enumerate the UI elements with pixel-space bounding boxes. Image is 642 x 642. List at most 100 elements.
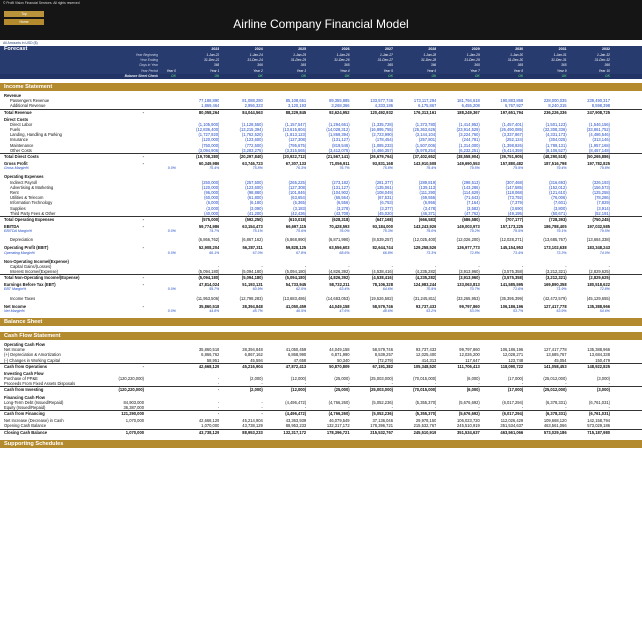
table-cell: (7,601) [553,200,567,206]
table-cell: 67.0% [252,250,263,255]
table-cell: 29,978,150 [415,418,437,424]
table-cell: 186,788,405 [543,224,567,230]
table-cell: (326,193) [592,179,610,185]
table-cell: (5,676,692) [458,399,480,405]
table-cell: (313,146) [592,137,610,143]
table-cell: (69,556) [421,195,437,201]
table-cell: 0.0% [167,287,176,292]
table-row: Direct Labor (1,105,900) (1,128,550) (1,157… [0,122,642,127]
table-cell: 42,668,129 [198,418,220,424]
top-button[interactable]: Top [4,11,44,17]
table-cell: (3,575,358) [502,275,524,281]
row-label: Other Costs [10,147,32,153]
row-label: Total Revenue [4,109,32,115]
opening-cell: - [142,154,144,160]
opening-cell: - [142,363,144,369]
table-cell: (17,000) [507,376,524,382]
table-cell: (1,398,826) [502,142,524,148]
table-cell: - [391,404,393,410]
header-cell: 365 [517,63,524,68]
header-cell: 1-Jan-32 [596,53,610,57]
home-button[interactable]: Home [4,19,44,25]
table-cell: 53.0% [469,308,480,313]
table-cell: - [478,404,480,410]
header-cell: OK [301,73,307,78]
copyright-text: © Profit Vision Financial Services. All … [3,1,80,5]
table-row: Landing, Handling & Parking (1,727,920) (1… [0,132,642,137]
table-row: Other Costs (3,094,906) (3,283,275) (3,315,… [0,148,642,153]
opening-cell: 1,070,000 [125,418,144,424]
table-cell: (1,314,000) [458,142,480,148]
table-cell: 247,908,725 [587,109,610,115]
row-label: Cash from Investing [4,387,44,393]
table-cell: 111,706,413 [457,363,480,369]
top-header: © Profit Vision Financial Services. All … [0,0,642,40]
table-cell: 79.5% [599,229,610,234]
table-cell: 129,258,526 [413,245,437,251]
table-cell: (5,676,692) [458,411,480,417]
header-cell: 1-Jan-27 [379,53,393,57]
row-label: Non-Operating Income/(Expense) [4,258,69,264]
table-cell: - [261,404,263,410]
year-header: 2023 [211,47,220,51]
table-cell: 48.6% [382,308,393,313]
table-row: Total Operating Expenses - (575,000) (592,2… [0,215,642,222]
table-cell: 149,690,553 [457,161,480,167]
table-row: Cash from Financing 121,290,000 - - (4,496,4… [0,410,642,417]
table-cell: (3,183) [293,205,307,211]
table-cell: (152,012) [549,184,567,190]
row-label: Interest Income/(Expense) [10,269,59,275]
table-cell: 6,871,990 [331,352,350,358]
table-cell: 93,831,168 [372,161,394,167]
row-label: Net Increase (Decrease) in Cash [4,418,64,424]
year-header: 2028 [428,47,437,51]
header-cell: 31-Dec-26 [334,58,350,63]
table-cell: 715,187,980 [587,429,610,435]
row-label: EBT Margin% [4,287,27,292]
table-cell: (1,128,550) [241,121,263,127]
table-cell: - [521,404,524,410]
table-cell: (3,212,321) [545,275,567,281]
table-cell: (125,258) [592,189,610,195]
table-cell: 54.6% [599,308,610,313]
table-cell: (7,379) [510,200,524,206]
year-header: 2027 [385,47,393,51]
table-cell: 93,737,433 [415,303,437,309]
table-cell: 6,866,762 [201,352,220,358]
table-row: Non-Operating Income/(Expense) [0,259,642,264]
table-cell: 79.1% [556,229,567,234]
header-cell: 31-Dec-23 [203,58,220,63]
table-cell: 59,828,125 [285,245,307,251]
table-cell: (4,826,392) [328,269,350,275]
table-cell: 12,026,200 [459,352,480,358]
table-cell: (1,813,123) [285,132,307,138]
table-cell: 58,579,746 [372,303,394,309]
row-label: Depreciation [10,237,33,243]
table-row: EBITDA - 59,774,986 63,154,473 66,697,115 70,… [0,224,642,229]
table-row: Fuels (12,836,400) (13,215,394) (13,615,804… [0,127,642,132]
balance-sheet-section: Balance Sheet [0,318,642,326]
table-cell: (750,245) [592,216,610,222]
table-cell: 215,532,767 [413,423,437,429]
table-cell: (14,683,053) [326,295,350,301]
table-cell: (4,766,260) [328,399,350,405]
table-cell: (101,846) [288,189,307,195]
table-cell: - [218,411,220,417]
table-row: Information Technology (6,000) (6,180) (6,3… [0,200,642,205]
table-cell: (4,466,357) [372,147,393,153]
table-cell: (666,583) [418,216,437,222]
table-cell: (3,478) [423,205,437,211]
table-cell: 79.8% [599,166,610,171]
table-cell: - [218,376,220,382]
table-cell: (8,457,148) [589,147,610,153]
table-cell: 50,870,809 [329,363,350,369]
header-cell: OK [171,73,176,78]
table-cell: (76,006) [551,195,567,201]
header-cell: 365 [387,63,393,68]
table-cell: (1,105,900) [198,121,220,127]
row-label: Year Ending [140,58,158,63]
table-cell: 127,417,778 [543,347,567,353]
table-cell: (1,869,394) [328,132,350,138]
table-cell: (1,727,920) [198,132,220,138]
row-label: EBITDA [4,224,20,230]
